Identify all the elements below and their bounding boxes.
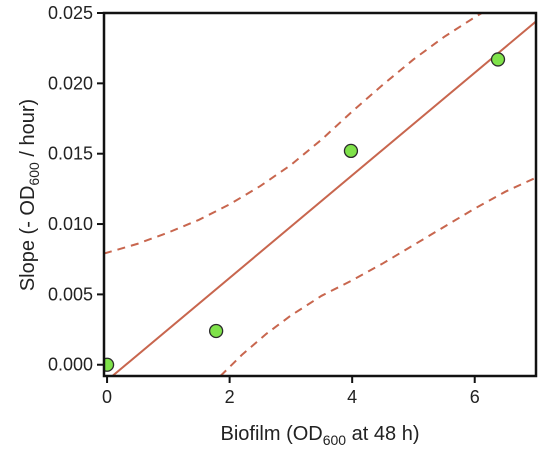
data-points [104,52,506,372]
plot-frame [102,11,538,378]
data-point [208,323,224,339]
y-axis: 0.000 0.005 0.010 0.015 0.020 0.025 [48,3,104,375]
y-tick-label: 0.010 [48,214,93,234]
x-tick-label: 4 [347,387,357,407]
x-axis-title: Biofilm (OD600 at 48 h) [221,423,420,448]
data-point [104,357,115,372]
confidence-band-upper [104,13,484,255]
y-tick-label: 0.020 [48,73,93,93]
y-tick-label: 0.000 [48,355,93,375]
data-point [490,52,506,67]
y-axis-title: Slope (- OD600 / hour) [17,99,42,291]
x-tick-label: 0 [102,387,112,407]
regression-line [110,20,536,376]
x-tick-label: 6 [470,387,480,407]
x-tick-label: 2 [225,387,235,407]
data-point [343,143,359,159]
y-tick-label: 0.005 [48,284,93,304]
x-axis: 0 2 4 6 [102,376,480,407]
plot-area [104,13,536,376]
y-tick-label: 0.025 [48,3,93,23]
confidence-band-lower [219,176,536,376]
y-tick-label: 0.015 [48,144,93,164]
fit-lines [104,13,536,376]
